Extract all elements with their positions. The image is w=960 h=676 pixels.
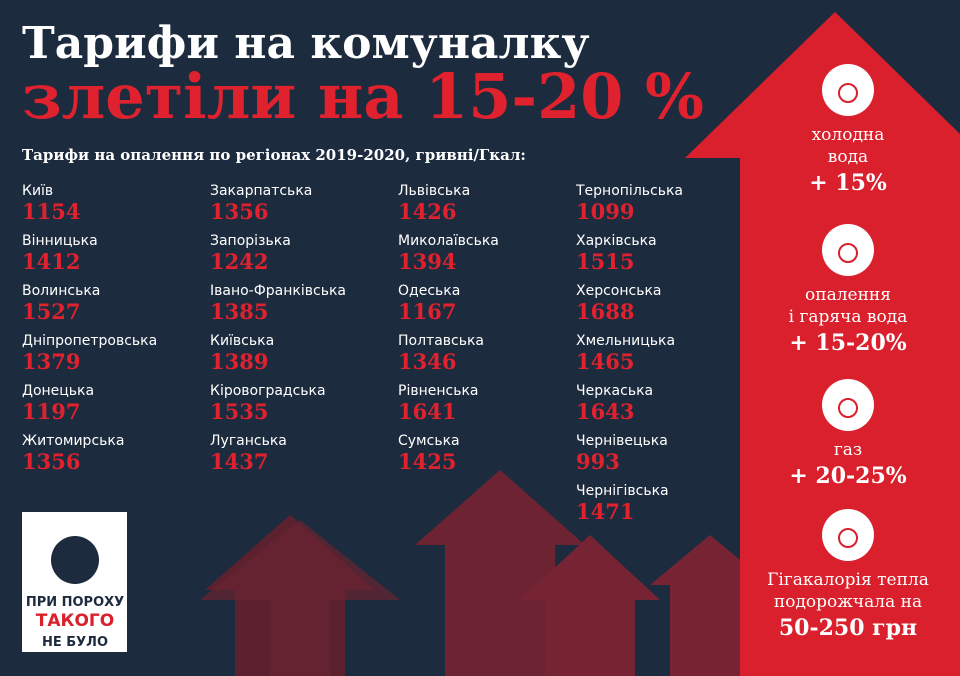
region-tariff: 1527 [22, 299, 80, 324]
icon-glyph [838, 528, 858, 548]
sidebar-value: + 15-20% [789, 330, 906, 356]
region-name: Дніпропетровська [22, 333, 157, 349]
logo-text: ПРИ ПОРОХУ [26, 595, 124, 610]
logo-text: НЕ БУЛО [42, 635, 108, 650]
sidebar-label: газ [834, 440, 862, 460]
icon [822, 64, 874, 116]
region-name: Черкаська [576, 383, 653, 399]
region-name: Чернігівська [576, 483, 669, 499]
icon-glyph [838, 83, 858, 103]
region-name: Хмельницька [576, 333, 675, 349]
region-tariff: 1641 [398, 399, 456, 424]
region-tariff: 1437 [210, 449, 268, 474]
title: Тарифи на комуналку [22, 18, 590, 69]
region-name: Херсонська [576, 283, 662, 299]
region-tariff: 1356 [22, 449, 80, 474]
region-tariff: 1426 [398, 199, 456, 224]
region-name: Київ [22, 183, 53, 199]
region-name: Волинська [22, 283, 100, 299]
region-tariff: 1346 [398, 349, 456, 374]
region-name: Київська [210, 333, 274, 349]
region-tariff: 1465 [576, 349, 634, 374]
icon-glyph [838, 398, 858, 418]
region-name: Івано-Франківська [210, 283, 346, 299]
sidebar-label: вода [828, 147, 868, 167]
region-tariff: 1515 [576, 249, 634, 274]
region-name: Донецька [22, 383, 94, 399]
icon [822, 379, 874, 431]
region-tariff: 1425 [398, 449, 456, 474]
sidebar-value: + 15% [809, 170, 887, 196]
logo-portrait [51, 536, 99, 584]
region-name: Харківська [576, 233, 657, 249]
region-name: Львівська [398, 183, 470, 199]
region-name: Запорізька [210, 233, 291, 249]
sidebar-label: холодна [812, 125, 885, 145]
region-name: Чернівецька [576, 433, 668, 449]
region-name: Сумська [398, 433, 460, 449]
subtitle: злетіли на 15-20 % [22, 60, 704, 133]
region-name: Одеська [398, 283, 460, 299]
region-tariff: 1688 [576, 299, 634, 324]
region-tariff: 1167 [398, 299, 456, 324]
table-title: Тарифи на опалення по регіонах 2019-2020… [22, 146, 526, 164]
region-tariff: 1412 [22, 249, 80, 274]
region-tariff: 1154 [22, 199, 80, 224]
region-tariff: 1379 [22, 349, 80, 374]
region-name: Житомирська [22, 433, 124, 449]
logo-text: ТАКОГО [36, 611, 114, 631]
region-tariff: 1197 [22, 399, 80, 424]
region-name: Миколаївська [398, 233, 499, 249]
region-name: Вінницька [22, 233, 98, 249]
region-tariff: 1099 [576, 199, 634, 224]
region-tariff: 1643 [576, 399, 634, 424]
region-name: Полтавська [398, 333, 484, 349]
region-tariff: 1242 [210, 249, 268, 274]
region-name: Луганська [210, 433, 287, 449]
region-name: Закарпатська [210, 183, 312, 199]
region-tariff: 993 [576, 449, 620, 474]
region-name: Тернопільська [575, 183, 683, 199]
sidebar-value: 50-250 грн [779, 615, 917, 641]
big-arrow [685, 12, 960, 676]
sidebar-value: + 20-25% [789, 463, 906, 489]
region-name: Рівненська [398, 383, 479, 399]
icon-glyph [838, 243, 858, 263]
region-tariff: 1356 [210, 199, 268, 224]
icon [822, 509, 874, 561]
region-tariff: 1535 [210, 399, 268, 424]
sidebar-label: подорожчала на [774, 592, 922, 612]
sidebar-label: опалення [805, 285, 891, 305]
region-tariff: 1394 [398, 249, 456, 274]
sidebar-label: і гаряча вода [789, 307, 908, 327]
sidebar-label: Гігакалорія тепла [767, 570, 929, 590]
icon [822, 224, 874, 276]
region-tariff: 1385 [210, 299, 268, 324]
region-name: Кіровоградська [210, 383, 326, 399]
region-tariff: 1471 [576, 499, 634, 524]
region-tariff: 1389 [210, 349, 268, 374]
